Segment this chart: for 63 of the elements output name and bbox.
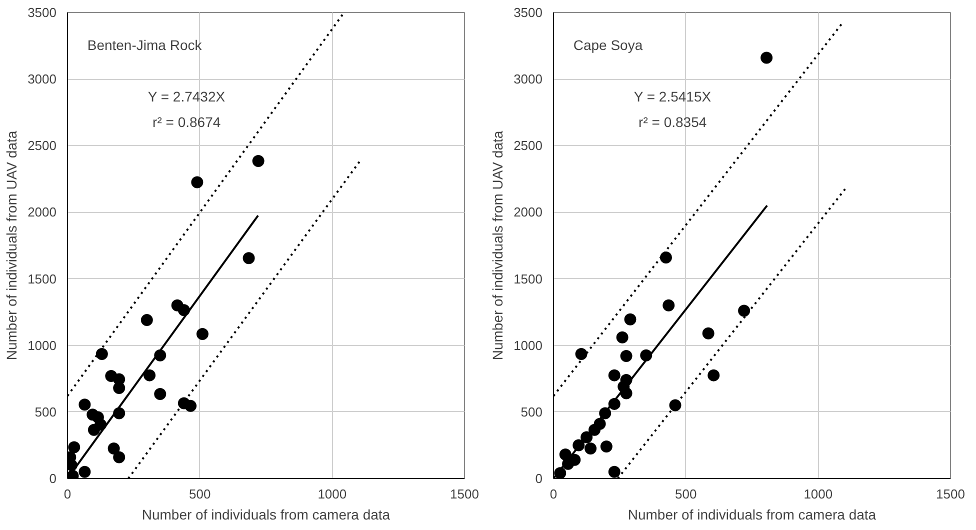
point [608, 466, 620, 478]
x-tick-label: 1500 [936, 486, 965, 502]
point [154, 388, 166, 400]
x-tick-label: 0 [64, 486, 72, 502]
point [68, 441, 80, 454]
point [600, 440, 612, 453]
y-tick-label: 2000 [514, 204, 542, 220]
point [575, 348, 588, 360]
y-tick-label: 0 [49, 471, 57, 486]
x-tick-label: 500 [188, 486, 211, 502]
point [196, 328, 208, 340]
y-tick-label: 500 [34, 404, 57, 420]
point [78, 466, 91, 478]
point [669, 399, 682, 412]
y-tick-label: 1500 [28, 271, 56, 286]
point [108, 442, 120, 455]
y-tick-label: 3000 [28, 72, 56, 87]
point [252, 154, 264, 167]
y-tick-label: 2000 [28, 204, 56, 220]
annotation: Benten-Jima Rock [87, 37, 203, 54]
y-axis-title: Number of individuals from UAV data [4, 130, 20, 360]
x-tick-label: 1000 [318, 486, 347, 502]
annotation: Y = 2.5415X [634, 88, 712, 104]
point [584, 442, 597, 455]
point [616, 331, 628, 344]
point [184, 400, 197, 412]
point [702, 327, 714, 340]
point [662, 299, 675, 312]
point [620, 350, 632, 362]
point [708, 369, 720, 382]
x-tick-label: 1500 [450, 486, 479, 502]
x-axis-title: Number of individuals from camera data [142, 506, 390, 522]
y-tick-label: 2500 [28, 138, 56, 154]
point [242, 252, 255, 264]
y-tick-label: 3000 [514, 72, 542, 87]
y-tick-label: 1000 [514, 338, 542, 353]
x-tick-label: 1000 [804, 486, 833, 502]
y-tick-label: 500 [520, 404, 543, 420]
y-tick-label: 3500 [28, 5, 56, 20]
y-tick-label: 3500 [514, 5, 542, 20]
x-tick-label: 0 [550, 486, 558, 502]
point [78, 398, 91, 411]
x-axis-title: Number of individuals from camera data [628, 506, 876, 522]
point [624, 313, 636, 326]
point [144, 369, 156, 382]
y-axis-title: Number of individuals from UAV data [490, 130, 506, 360]
point [96, 348, 108, 360]
annotation: r² = 0.8674 [152, 114, 221, 130]
point [660, 251, 672, 264]
annotation: Y = 2.7432X [148, 88, 226, 104]
point [738, 304, 750, 317]
point [113, 451, 126, 464]
y-tick-label: 2500 [514, 138, 542, 154]
point [608, 369, 620, 382]
annotation: Cape Soya [573, 37, 643, 54]
point [760, 52, 773, 64]
point [140, 314, 153, 326]
annotation: r² = 0.8354 [638, 114, 707, 130]
y-tick-label: 1000 [28, 338, 56, 353]
x-tick-label: 500 [674, 486, 697, 502]
point [191, 176, 204, 188]
y-tick-label: 1500 [514, 271, 542, 286]
y-tick-label: 0 [535, 471, 543, 486]
